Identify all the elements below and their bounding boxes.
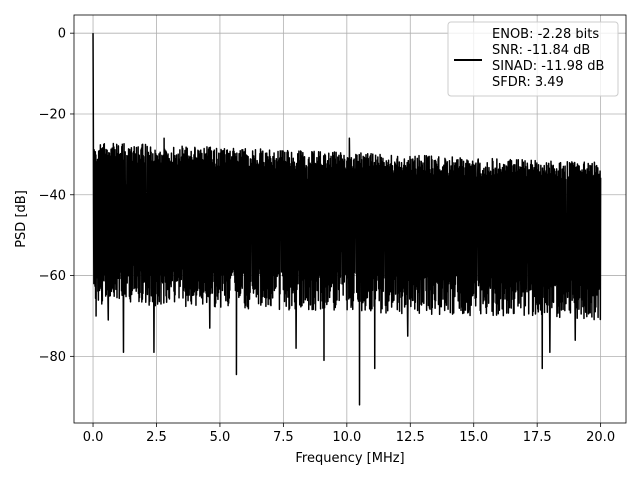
x-tick-label: 0.0 [83,430,104,445]
y-tick-label: −20 [39,107,66,122]
legend-entry-line: SNR: -11.84 dB [492,43,590,58]
legend-entry-line: ENOB: -2.28 bits [492,27,599,42]
x-tick-label: 12.5 [396,430,425,445]
series-layer [92,33,602,406]
y-tick-label: −80 [39,350,66,365]
y-axis-label: PSD [dB] [14,190,29,248]
y-tick-label: −40 [39,188,66,203]
x-axis-label: Frequency [MHz] [295,451,404,466]
legend-entry-line: SFDR: 3.49 [492,75,564,90]
x-tick-label: 20.0 [586,430,615,445]
x-tick-label: 7.5 [273,430,294,445]
x-tick-label: 15.0 [459,430,488,445]
plot-frame [73,14,627,424]
x-tick-label: 17.5 [523,430,552,445]
x-axis: 0.0 2.5 5.0 7.5 10.0 12.5 15.0 17.5 20.0 [83,423,615,445]
x-tick-label: 5.0 [210,430,231,445]
y-tick-label: 0 [58,27,66,42]
legend-entry-line: SINAD: -11.98 dB [492,59,604,74]
y-tick-label: −60 [39,269,66,284]
series-line [92,33,602,406]
legend-box [447,21,619,97]
x-tick-label: 2.5 [146,430,167,445]
x-tick-label: 10.0 [332,430,361,445]
y-axis: 0 −20 −40 −60 −80 [39,27,74,365]
